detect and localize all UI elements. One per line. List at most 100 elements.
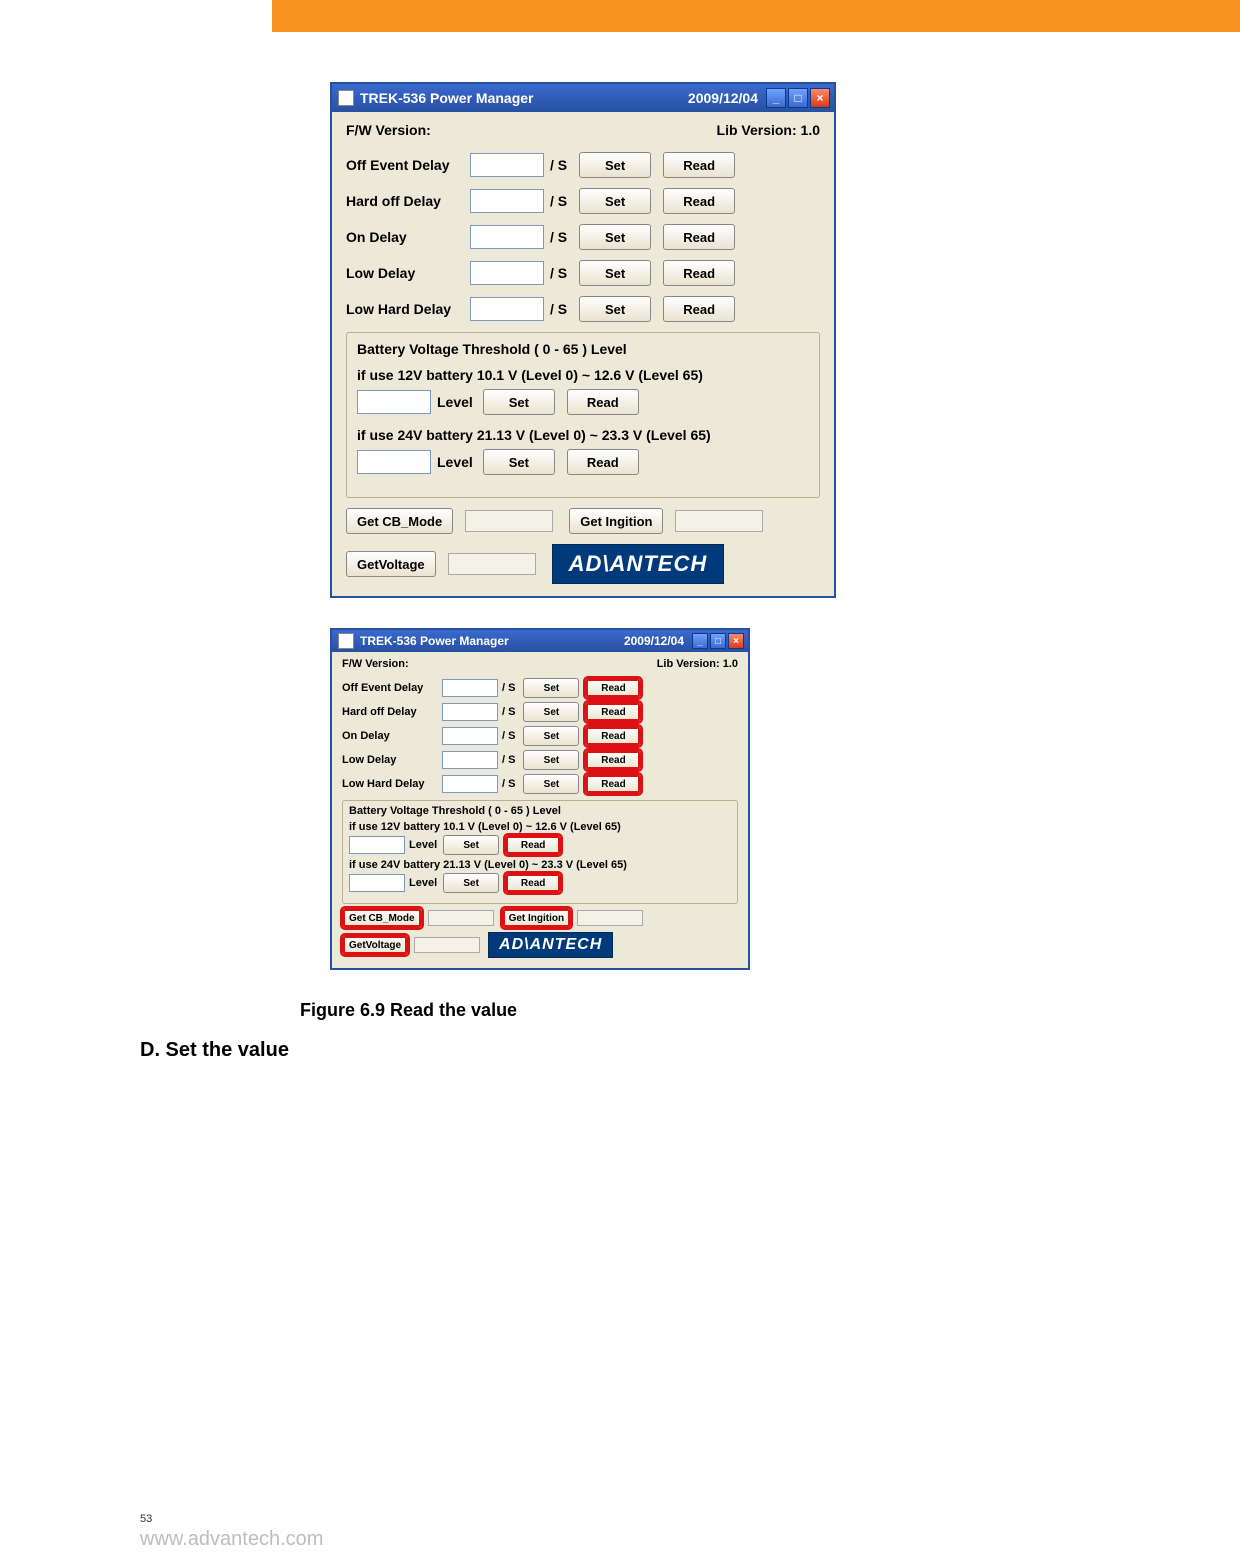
group-12v-sub: if use 12V battery 10.1 V (Level 0) ~ 12… [357, 367, 809, 383]
level-24v-input[interactable] [349, 874, 405, 892]
unit-label: / S [550, 301, 567, 317]
get-cb-mode-button[interactable]: Get CB_Mode [346, 508, 453, 534]
level-12v-label: Level [409, 839, 437, 851]
level-24v-input[interactable] [357, 450, 431, 474]
level-24v-label: Level [409, 877, 437, 889]
level-24v-set-button[interactable]: Set [483, 449, 555, 475]
hard-off-delay-row: Hard off Delay / S Set Read [342, 702, 738, 722]
level-12v-input[interactable] [349, 836, 405, 854]
app-icon [338, 633, 354, 649]
level-12v-read-button[interactable]: Read [505, 835, 561, 855]
titlebar-left: TREK-536 Power Manager [338, 633, 509, 649]
app-icon [338, 90, 354, 106]
bottom-row-1: Get CB_Mode Get Ingition [342, 908, 738, 928]
low-delay-input[interactable] [470, 261, 544, 285]
level-12v-set-button[interactable]: Set [483, 389, 555, 415]
low-hard-delay-label: Low Hard Delay [342, 778, 442, 790]
on-delay-input[interactable] [442, 727, 498, 745]
figure-caption: Figure 6.9 Read the value [300, 1000, 1240, 1021]
level-12v-set-button[interactable]: Set [443, 835, 499, 855]
voltage-value [448, 553, 536, 575]
power-manager-window-2: TREK-536 Power Manager 2009/12/04 _ □ × … [330, 628, 750, 970]
ignition-value [577, 910, 643, 926]
hard-off-delay-input[interactable] [470, 189, 544, 213]
off-event-read-button[interactable]: Read [585, 678, 641, 698]
low-hard-delay-label: Low Hard Delay [346, 301, 470, 317]
low-delay-read-button[interactable]: Read [663, 260, 735, 286]
close-button[interactable]: × [810, 88, 830, 108]
low-hard-delay-row: Low Hard Delay / S Set Read [342, 774, 738, 794]
lib-version-label: Lib Version: 1.0 [657, 658, 738, 670]
hard-off-set-button[interactable]: Set [523, 702, 579, 722]
low-hard-delay-input[interactable] [442, 775, 498, 793]
on-delay-input[interactable] [470, 225, 544, 249]
hard-off-delay-input[interactable] [442, 703, 498, 721]
level-24v-set-button[interactable]: Set [443, 873, 499, 893]
low-hard-read-button[interactable]: Read [663, 296, 735, 322]
level-12v-read-button[interactable]: Read [567, 389, 639, 415]
group-title: Battery Voltage Threshold ( 0 - 65 ) Lev… [357, 341, 809, 357]
low-delay-set-button[interactable]: Set [579, 260, 651, 286]
minimize-button[interactable]: _ [766, 88, 786, 108]
section-d-heading: D. Set the value [140, 1039, 1240, 1062]
low-delay-row: Low Delay / S Set Read [346, 260, 820, 286]
on-delay-read-button[interactable]: Read [585, 726, 641, 746]
low-hard-delay-input[interactable] [470, 297, 544, 321]
unit-label: / S [502, 778, 515, 790]
hard-off-read-button[interactable]: Read [585, 702, 641, 722]
off-event-read-button[interactable]: Read [663, 152, 735, 178]
lib-version-label: Lib Version: 1.0 [717, 122, 820, 138]
level-12v-row: Level Set Read [357, 389, 809, 415]
voltage-value [414, 937, 480, 953]
get-voltage-button[interactable]: GetVoltage [342, 935, 408, 955]
titlebar: TREK-536 Power Manager 2009/12/04 _ □ × [332, 84, 834, 112]
titlebar-date: 2009/12/04 [624, 634, 684, 648]
low-delay-label: Low Delay [342, 754, 442, 766]
power-manager-window-1: TREK-536 Power Manager 2009/12/04 _ □ × … [330, 82, 836, 598]
low-hard-set-button[interactable]: Set [523, 774, 579, 794]
low-hard-read-button[interactable]: Read [585, 774, 641, 794]
titlebar-date: 2009/12/04 [688, 90, 758, 106]
close-button[interactable]: × [728, 633, 744, 649]
on-delay-row: On Delay / S Set Read [342, 726, 738, 746]
footer-url: www.advantech.com [140, 1528, 323, 1551]
low-delay-set-button[interactable]: Set [523, 750, 579, 770]
off-event-set-button[interactable]: Set [579, 152, 651, 178]
get-ignition-button[interactable]: Get Ingition [569, 508, 663, 534]
level-12v-input[interactable] [357, 390, 431, 414]
fw-version-label: F/W Version: [342, 658, 409, 670]
minimize-button[interactable]: _ [692, 633, 708, 649]
get-cb-mode-button[interactable]: Get CB_Mode [342, 908, 422, 928]
unit-label: / S [502, 682, 515, 694]
hard-off-delay-row: Hard off Delay / S Set Read [346, 188, 820, 214]
titlebar-right: 2009/12/04 _ □ × [624, 633, 744, 649]
low-delay-read-button[interactable]: Read [585, 750, 641, 770]
low-delay-input[interactable] [442, 751, 498, 769]
level-24v-read-button[interactable]: Read [505, 873, 561, 893]
maximize-button[interactable]: □ [710, 633, 726, 649]
bottom-row-1: Get CB_Mode Get Ingition [346, 508, 820, 534]
on-delay-read-button[interactable]: Read [663, 224, 735, 250]
group-24v-sub: if use 24V battery 21.13 V (Level 0) ~ 2… [357, 427, 809, 443]
on-delay-set-button[interactable]: Set [579, 224, 651, 250]
low-hard-set-button[interactable]: Set [579, 296, 651, 322]
off-event-delay-label: Off Event Delay [346, 157, 470, 173]
group-12v-sub: if use 12V battery 10.1 V (Level 0) ~ 12… [349, 821, 731, 833]
on-delay-set-button[interactable]: Set [523, 726, 579, 746]
advantech-logo: AD\ANTECH [552, 544, 725, 584]
titlebar-right: 2009/12/04 _ □ × [688, 88, 830, 108]
hard-off-set-button[interactable]: Set [579, 188, 651, 214]
level-24v-label: Level [437, 454, 473, 470]
window-title: TREK-536 Power Manager [360, 634, 509, 648]
level-24v-read-button[interactable]: Read [567, 449, 639, 475]
maximize-button[interactable]: □ [788, 88, 808, 108]
get-ignition-button[interactable]: Get Ingition [502, 908, 572, 928]
get-voltage-button[interactable]: GetVoltage [346, 551, 436, 577]
off-event-delay-input[interactable] [470, 153, 544, 177]
window-title: TREK-536 Power Manager [360, 90, 534, 106]
unit-label: / S [502, 706, 515, 718]
off-event-delay-input[interactable] [442, 679, 498, 697]
off-event-set-button[interactable]: Set [523, 678, 579, 698]
hard-off-read-button[interactable]: Read [663, 188, 735, 214]
level-24v-row: Level Set Read [357, 449, 809, 475]
